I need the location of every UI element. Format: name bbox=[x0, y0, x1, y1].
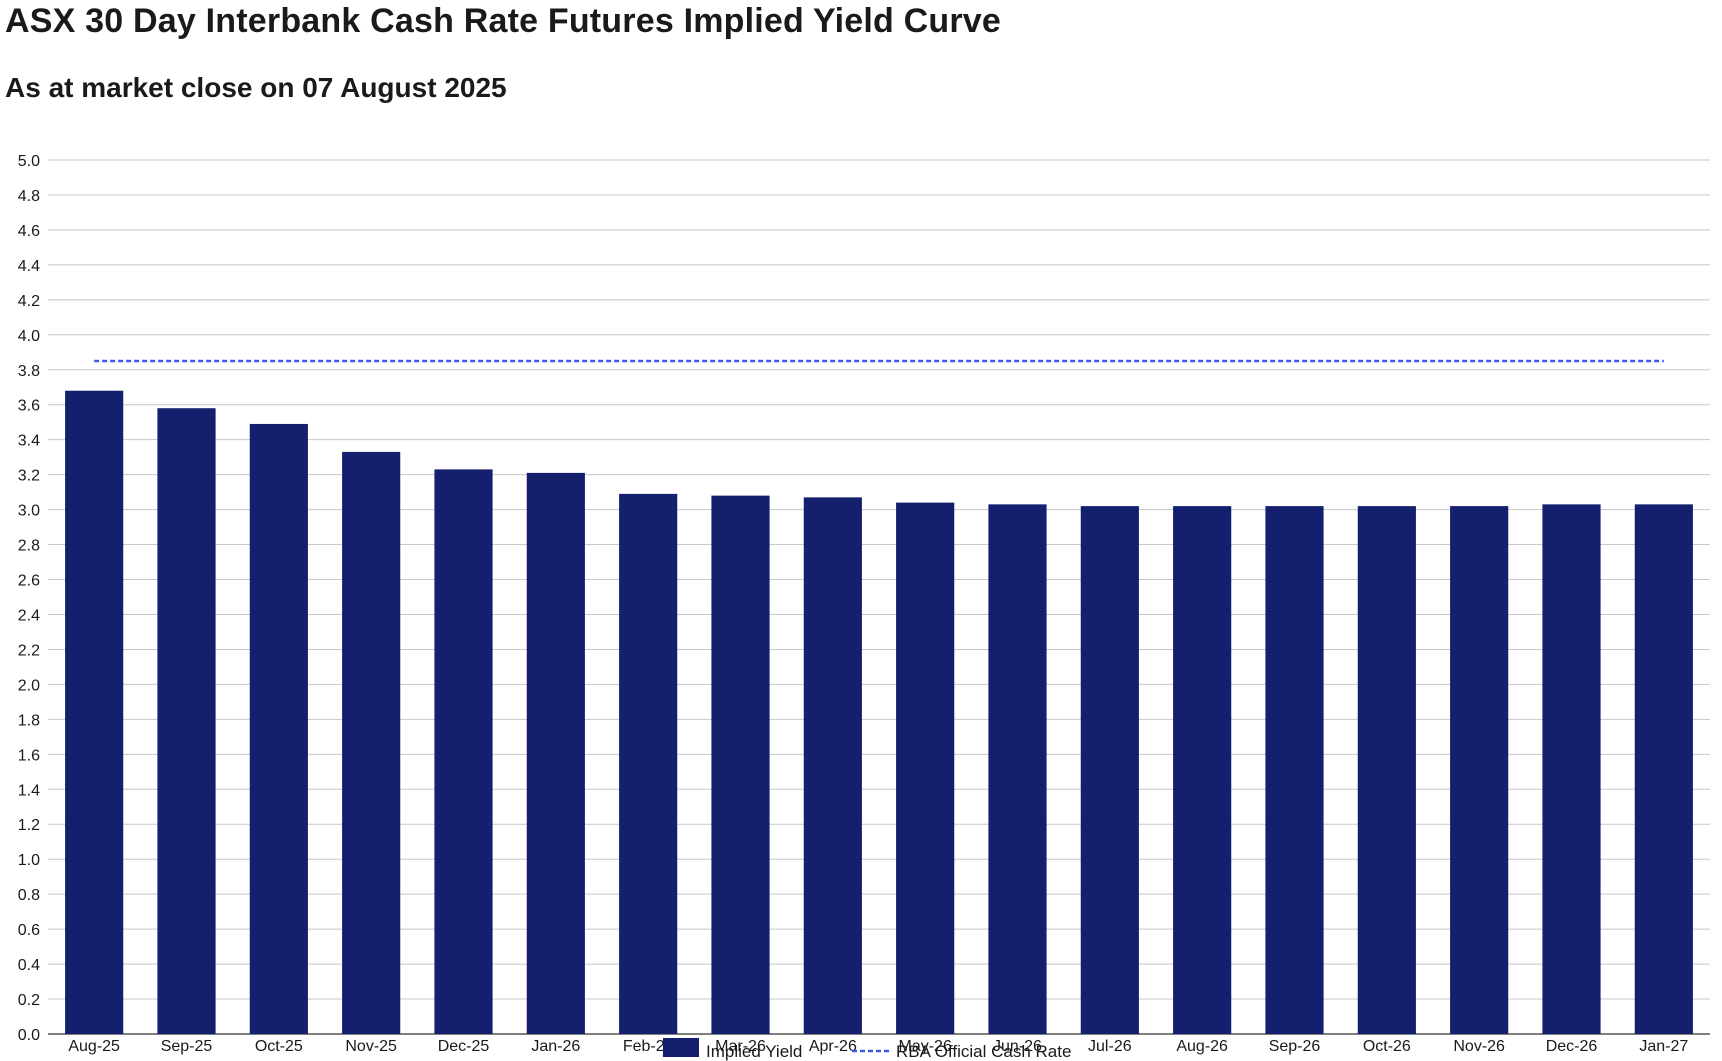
x-tick-label: Sep-25 bbox=[161, 1038, 213, 1055]
bar-implied-yield bbox=[65, 390, 124, 1035]
y-tick-label: 3.2 bbox=[18, 468, 40, 485]
y-tick-label: 2.6 bbox=[18, 573, 40, 590]
y-tick-label: 4.6 bbox=[18, 223, 40, 240]
chart-title: ASX 30 Day Interbank Cash Rate Futures I… bbox=[5, 2, 1002, 40]
y-tick-label: 3.4 bbox=[18, 433, 40, 450]
bar-implied-yield bbox=[249, 423, 308, 1034]
x-tick-label: Feb-26 bbox=[623, 1038, 674, 1055]
y-tick-label: 2.4 bbox=[18, 607, 40, 624]
gridlines bbox=[48, 159, 1710, 1035]
x-tick-label: Aug-25 bbox=[68, 1038, 120, 1055]
y-tick-label: 3.8 bbox=[18, 363, 40, 380]
y-tick-label: 4.4 bbox=[18, 258, 40, 275]
y-tick-label: 1.4 bbox=[18, 782, 40, 799]
bar-implied-yield bbox=[1634, 504, 1693, 1035]
y-tick-label: 4.0 bbox=[18, 328, 40, 345]
y-tick-label: 3.0 bbox=[18, 503, 40, 520]
x-tick-label: Jan-27 bbox=[1639, 1038, 1688, 1055]
x-tick-label: Sep-26 bbox=[1269, 1038, 1321, 1055]
y-tick-label: 4.2 bbox=[18, 293, 40, 310]
x-tick-label: Dec-26 bbox=[1546, 1038, 1598, 1055]
bar-series-implied-yield bbox=[65, 390, 1693, 1035]
bar-implied-yield bbox=[896, 502, 955, 1034]
x-tick-label: May-26 bbox=[898, 1038, 951, 1055]
bar-implied-yield bbox=[1265, 506, 1324, 1034]
y-tick-label: 0.0 bbox=[18, 1027, 40, 1044]
y-tick-label: 1.6 bbox=[18, 747, 40, 764]
x-tick-label: Nov-26 bbox=[1453, 1038, 1505, 1055]
x-tick-label: Dec-25 bbox=[438, 1038, 490, 1055]
x-tick-label: Oct-26 bbox=[1363, 1038, 1411, 1055]
y-axis-ticks: 0.0 0.2 0.4 0.6 0.8 1.0 1.2 1.4 1.6 1.8 2.0 2.2 2.4 2… bbox=[18, 153, 40, 1044]
bar-implied-yield bbox=[1080, 506, 1139, 1034]
x-tick-label: Jul-26 bbox=[1088, 1038, 1132, 1055]
x-tick-label: Nov-25 bbox=[345, 1038, 397, 1055]
y-tick-label: 4.8 bbox=[18, 188, 40, 205]
bar-implied-yield bbox=[803, 497, 862, 1034]
bar-implied-yield bbox=[711, 495, 770, 1035]
y-tick-label: 2.8 bbox=[18, 538, 40, 555]
legend: Implied Yield RBA Official Cash Rate bbox=[663, 1038, 1071, 1061]
x-tick-label: Aug-26 bbox=[1176, 1038, 1228, 1055]
bar-implied-yield bbox=[1173, 506, 1232, 1034]
bar-implied-yield bbox=[342, 451, 401, 1034]
y-tick-label: 0.2 bbox=[18, 992, 40, 1009]
y-tick-label: 0.4 bbox=[18, 957, 40, 974]
bar-implied-yield bbox=[1357, 506, 1416, 1034]
y-tick-label: 3.6 bbox=[18, 398, 40, 415]
bar-implied-yield bbox=[434, 469, 493, 1034]
x-tick-label: Apr-26 bbox=[809, 1038, 857, 1055]
legend-label-implied-yield: Implied Yield bbox=[706, 1042, 802, 1061]
y-tick-label: 1.0 bbox=[18, 852, 40, 869]
x-axis-ticks: Aug-25 Sep-25 Oct-25 Nov-25 Dec-25 Jan-26 Feb-… bbox=[68, 1038, 1688, 1055]
y-tick-label: 0.8 bbox=[18, 887, 40, 904]
bar-implied-yield bbox=[1450, 506, 1509, 1034]
y-tick-label: 2.2 bbox=[18, 642, 40, 659]
y-tick-label: 0.6 bbox=[18, 922, 40, 939]
legend-swatch-implied-yield bbox=[663, 1038, 699, 1057]
bar-implied-yield bbox=[157, 408, 216, 1034]
bar-implied-yield bbox=[526, 472, 585, 1035]
bar-implied-yield bbox=[619, 493, 678, 1034]
y-tick-label: 1.2 bbox=[18, 817, 40, 834]
x-tick-label: Jun-26 bbox=[993, 1038, 1042, 1055]
x-tick-label: Jan-26 bbox=[531, 1038, 580, 1055]
bar-implied-yield bbox=[988, 504, 1047, 1035]
bar-implied-yield bbox=[1542, 504, 1601, 1035]
chart-subtitle: As at market close on 07 August 2025 bbox=[5, 72, 507, 103]
y-tick-label: 5.0 bbox=[18, 153, 40, 170]
legend-label-rba-cash-rate: RBA Official Cash Rate bbox=[896, 1042, 1071, 1061]
y-tick-label: 2.0 bbox=[18, 677, 40, 694]
x-tick-label: Oct-25 bbox=[255, 1038, 303, 1055]
y-tick-label: 1.8 bbox=[18, 712, 40, 729]
x-tick-label: Mar-26 bbox=[715, 1038, 766, 1055]
